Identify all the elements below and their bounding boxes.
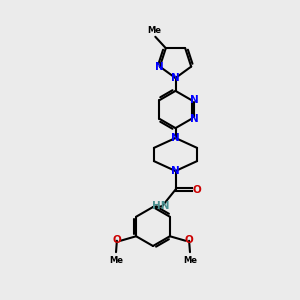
Text: O: O: [185, 235, 194, 245]
Text: N: N: [171, 133, 180, 143]
Text: N: N: [171, 73, 180, 83]
Text: N: N: [155, 61, 164, 72]
Text: N: N: [190, 114, 198, 124]
Text: Me: Me: [109, 256, 123, 265]
Text: O: O: [192, 184, 201, 195]
Text: N: N: [190, 95, 198, 105]
Text: HN: HN: [152, 201, 169, 212]
Text: N: N: [171, 166, 180, 176]
Text: O: O: [112, 235, 121, 245]
Text: Me: Me: [147, 26, 161, 35]
Text: Me: Me: [183, 256, 197, 265]
